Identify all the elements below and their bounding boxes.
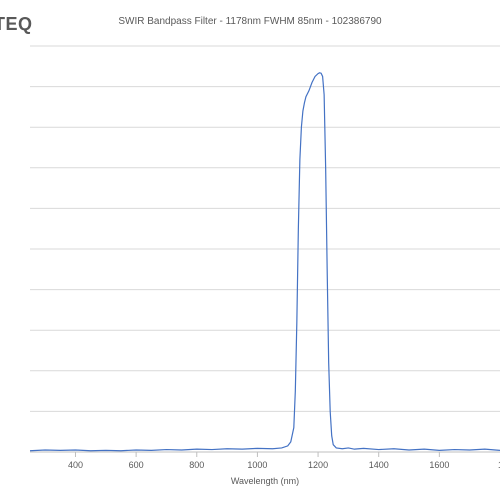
x-tick-label: 1400 bbox=[369, 460, 389, 470]
x-axis-label: Wavelength (nm) bbox=[231, 476, 299, 486]
bandpass-chart: 40060080010001200140016001Wavelength (nm… bbox=[0, 0, 500, 500]
x-tick-label: 600 bbox=[129, 460, 144, 470]
transmission-series bbox=[30, 73, 500, 451]
x-tick-label: 1200 bbox=[308, 460, 328, 470]
x-tick-label: 400 bbox=[68, 460, 83, 470]
x-tick-label: 1600 bbox=[429, 460, 449, 470]
x-tick-label: 1000 bbox=[247, 460, 267, 470]
x-tick-label: 800 bbox=[189, 460, 204, 470]
